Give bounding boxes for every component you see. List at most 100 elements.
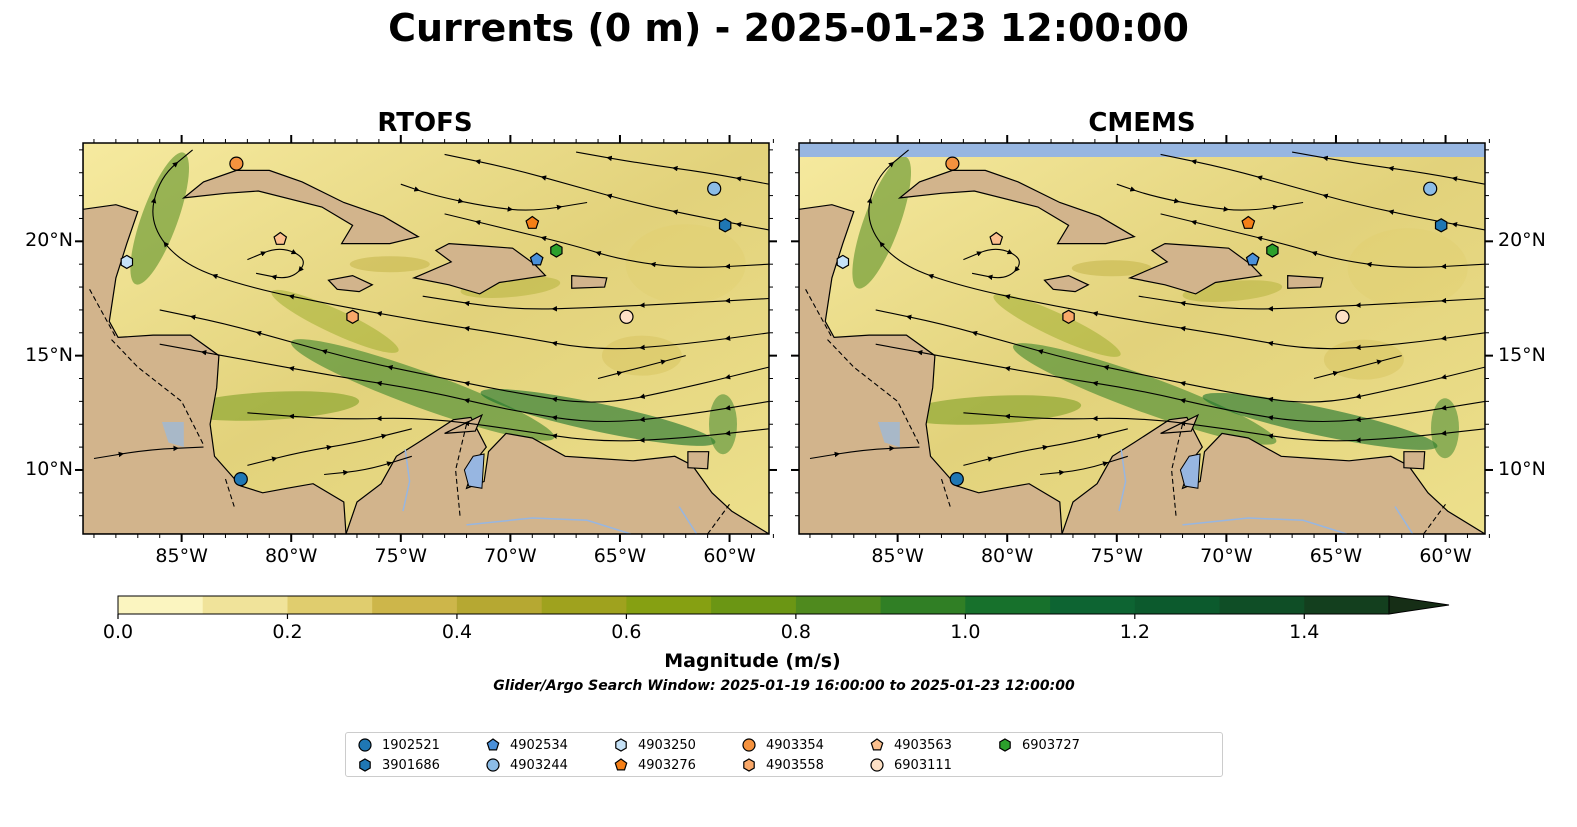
legend-item: 4903563 bbox=[868, 736, 952, 754]
hexagon-marker-icon bbox=[999, 738, 1011, 752]
current-streamline bbox=[1040, 455, 1128, 476]
colorbar-segment bbox=[1050, 596, 1136, 614]
legend-item: 1902521 bbox=[356, 736, 440, 754]
colorbar-segment bbox=[1134, 596, 1220, 614]
current-magnitude-zone bbox=[709, 394, 737, 455]
colorbar-extend-arrow bbox=[1388, 595, 1450, 615]
lon-tick-label: 75°W bbox=[374, 545, 428, 567]
lon-tick-label: 85°W bbox=[871, 545, 924, 567]
float-marker-1902521 bbox=[949, 472, 964, 487]
hexagon-marker-icon bbox=[743, 758, 755, 772]
legend-label: 6903727 bbox=[1022, 737, 1080, 753]
river bbox=[1394, 506, 1414, 534]
country-border bbox=[805, 289, 833, 338]
current-streamline bbox=[400, 183, 588, 212]
float-marker-3901686 bbox=[1434, 218, 1448, 233]
legend-marker bbox=[614, 758, 628, 771]
rtofs-panel-title: RTOFS bbox=[377, 108, 473, 138]
legend-label: 4903244 bbox=[510, 757, 568, 773]
colorbar-segment bbox=[118, 596, 204, 614]
colorbar-segment bbox=[965, 596, 1051, 614]
lake-nicaragua bbox=[877, 422, 900, 448]
pentagon-marker-icon bbox=[614, 758, 628, 771]
map-ticks bbox=[75, 135, 1493, 542]
float-marker-6903111 bbox=[1335, 309, 1350, 324]
float-marker-4902534 bbox=[1245, 252, 1260, 266]
cmems-map bbox=[799, 143, 1485, 534]
legend-label: 1902521 bbox=[382, 737, 440, 753]
river bbox=[466, 517, 632, 534]
legend-marker bbox=[486, 758, 500, 772]
current-streamline bbox=[159, 343, 769, 423]
current-streamline bbox=[422, 295, 769, 312]
lat-tick-label-left: 20°N bbox=[25, 229, 73, 252]
legend-marker bbox=[358, 738, 372, 752]
float-marker-4902534 bbox=[529, 252, 544, 266]
colorbar-segment bbox=[287, 596, 373, 614]
float-marker-6903727 bbox=[1266, 243, 1279, 258]
colorbar-tick-label: 0.6 bbox=[611, 621, 642, 643]
hexagon-marker-icon bbox=[359, 758, 371, 772]
lon-tick-label: 65°W bbox=[593, 545, 647, 567]
colorbar-frame bbox=[117, 595, 1390, 615]
legend-item: 4903250 bbox=[612, 736, 696, 754]
current-streamline bbox=[1160, 153, 1485, 231]
legend-label: 4903558 bbox=[766, 757, 824, 773]
colorbar-segment bbox=[626, 596, 712, 614]
legend-label: 4903563 bbox=[894, 737, 952, 753]
current-streamline bbox=[1313, 355, 1402, 380]
legend-item: 4902534 bbox=[484, 736, 568, 754]
lat-tick-label-left: 15°N bbox=[25, 343, 73, 366]
float-marker-6903727 bbox=[550, 243, 563, 258]
country-border bbox=[89, 289, 117, 338]
cmems-panel-title: CMEMS bbox=[1088, 108, 1196, 138]
colorbar-segment bbox=[202, 596, 288, 614]
current-streamline bbox=[247, 248, 304, 281]
country-border bbox=[1423, 503, 1446, 534]
float-marker-4903354 bbox=[945, 156, 960, 171]
river bbox=[678, 506, 698, 534]
country-border bbox=[224, 478, 235, 507]
current-magnitude-zone bbox=[1323, 339, 1404, 380]
land-trinidad bbox=[687, 451, 710, 470]
float-marker-1902521 bbox=[233, 472, 248, 487]
country-border bbox=[940, 478, 951, 507]
legend-marker bbox=[743, 758, 755, 772]
country-border bbox=[707, 503, 730, 534]
circle-marker-icon bbox=[486, 758, 500, 772]
country-border bbox=[111, 339, 204, 446]
current-streamline bbox=[1138, 295, 1485, 312]
current-streamline bbox=[963, 428, 1128, 466]
current-streamline bbox=[444, 213, 769, 270]
legend-item: 4903276 bbox=[612, 756, 696, 774]
lon-tick-label: 65°W bbox=[1309, 545, 1363, 567]
float-marker-4903563 bbox=[989, 231, 1004, 245]
current-streamline bbox=[150, 149, 769, 351]
land-trinidad bbox=[1403, 451, 1426, 470]
colorbar-segment bbox=[795, 596, 882, 614]
current-streamline bbox=[247, 428, 412, 466]
current-streamline bbox=[866, 149, 1485, 351]
map-frame bbox=[82, 142, 770, 535]
colorbar-segment bbox=[372, 596, 458, 614]
lat-tick-label-right: 10°N bbox=[1498, 457, 1546, 480]
current-streamline bbox=[1160, 213, 1485, 270]
lat-tick-label-right: 20°N bbox=[1498, 229, 1546, 252]
legend-marker bbox=[870, 758, 884, 772]
lon-tick-label: 60°W bbox=[1419, 545, 1472, 567]
legend-marker bbox=[870, 738, 884, 751]
land-southAmerica bbox=[345, 416, 769, 534]
lon-tick-label: 80°W bbox=[980, 545, 1034, 567]
legend-label: 4903250 bbox=[638, 737, 696, 753]
legend-label: 4903354 bbox=[766, 737, 824, 753]
current-streamline bbox=[576, 151, 769, 185]
lon-tick-label: 80°W bbox=[264, 545, 318, 567]
legend-label: 6903111 bbox=[894, 757, 952, 773]
colorbar-segment bbox=[1304, 596, 1390, 614]
colorbar-segment bbox=[711, 596, 797, 614]
legend-marker bbox=[486, 738, 500, 751]
river bbox=[1182, 517, 1348, 534]
current-streamline bbox=[444, 153, 769, 231]
lon-tick-label: 60°W bbox=[703, 545, 756, 567]
current-streamline bbox=[324, 455, 412, 476]
